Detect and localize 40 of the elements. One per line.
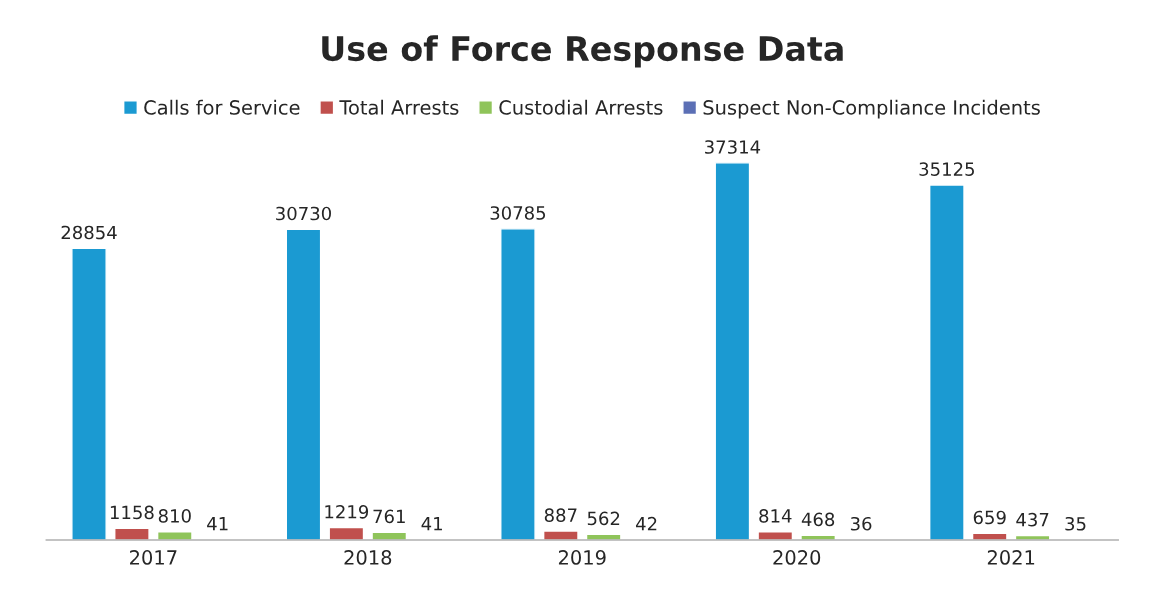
data-label: 37314 bbox=[705, 140, 761, 154]
legend-label: Suspect Non-Compliance Incidents bbox=[703, 99, 1040, 119]
bar bbox=[71, 247, 107, 540]
data-label: 28854 bbox=[61, 225, 117, 240]
bar bbox=[156, 531, 193, 540]
legend-label: Total Arrests bbox=[339, 99, 459, 115]
data-label: 30730 bbox=[276, 206, 331, 221]
data-label: 562 bbox=[587, 511, 620, 526]
bar bbox=[757, 531, 794, 540]
x-tick-label: 2017 bbox=[130, 550, 177, 565]
bar bbox=[500, 228, 536, 540]
x-tick-label: 2021 bbox=[987, 550, 1035, 565]
data-label: 659 bbox=[973, 510, 1006, 525]
bar bbox=[285, 228, 322, 540]
data-label: 468 bbox=[801, 512, 835, 527]
data-label: 41 bbox=[421, 517, 442, 531]
data-label: 36 bbox=[850, 516, 872, 531]
x-tick-label: 2019 bbox=[558, 550, 606, 565]
data-label: 761 bbox=[373, 509, 405, 524]
data-label: 810 bbox=[158, 509, 191, 523]
data-label: 814 bbox=[759, 509, 792, 523]
data-label: 30785 bbox=[490, 206, 546, 220]
data-label: 1158 bbox=[110, 505, 154, 520]
legend-label: Calls for Service bbox=[144, 99, 300, 115]
bar bbox=[542, 530, 579, 540]
data-label: 437 bbox=[1016, 512, 1049, 527]
legend-label: Custodial Arrests bbox=[499, 99, 663, 115]
x-tick-label: 2018 bbox=[344, 550, 392, 565]
data-label: 35 bbox=[1065, 516, 1086, 531]
bar bbox=[114, 527, 150, 540]
x-tick-label: 2020 bbox=[773, 550, 821, 565]
bar bbox=[328, 526, 365, 540]
data-label: 1219 bbox=[325, 504, 369, 519]
bar bbox=[714, 162, 751, 540]
data-label: 887 bbox=[544, 508, 577, 522]
data-label: 42 bbox=[636, 516, 657, 531]
bar bbox=[928, 184, 965, 540]
chart-title: Use of Force Response Data bbox=[322, 35, 843, 68]
data-label: 35125 bbox=[919, 162, 974, 176]
data-label: 41 bbox=[207, 517, 228, 531]
